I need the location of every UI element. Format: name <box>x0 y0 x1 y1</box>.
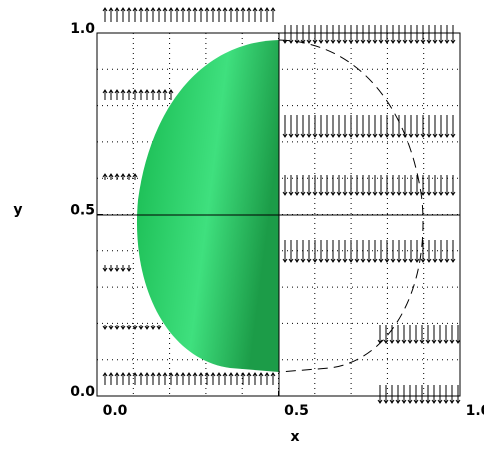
velocity-arrow <box>175 8 179 22</box>
velocity-arrow <box>253 8 257 22</box>
x-tick-label: 1.0 <box>466 403 484 419</box>
y-tick-label: 1.0 <box>70 21 95 37</box>
velocity-arrow <box>103 8 107 22</box>
velocity-arrow <box>259 8 263 22</box>
x-tick-label: 0.0 <box>103 403 128 419</box>
chart: x y 0.0 0.5 1.0 0.0 0.5 1.0 <box>0 0 484 459</box>
velocity-arrow <box>199 8 203 22</box>
velocity-arrow <box>229 8 233 22</box>
velocity-arrow <box>151 8 155 22</box>
velocity-arrow <box>235 8 239 22</box>
y-tick-label: 0.5 <box>70 203 95 219</box>
velocity-arrow <box>133 8 137 22</box>
velocity-arrow <box>193 8 197 22</box>
velocity-arrow <box>163 8 167 22</box>
velocity-arrow <box>121 8 125 22</box>
velocity-arrow <box>205 8 209 22</box>
velocity-arrow <box>139 8 143 22</box>
velocity-arrow <box>109 8 113 22</box>
velocity-arrow <box>127 8 131 22</box>
velocity-arrow <box>271 8 275 22</box>
x-tick-label: 0.5 <box>284 403 309 419</box>
velocity-arrow <box>187 8 191 22</box>
velocity-arrow <box>169 8 173 22</box>
y-tick-label: 0.0 <box>70 384 95 400</box>
velocity-arrow <box>265 8 269 22</box>
velocity-arrow <box>217 8 221 22</box>
velocity-arrow <box>241 8 245 22</box>
velocity-arrow <box>115 8 119 22</box>
velocity-arrow <box>223 8 227 22</box>
velocity-arrow <box>211 8 215 22</box>
velocity-arrow <box>157 8 161 22</box>
velocity-arrow <box>247 8 251 22</box>
x-axis-label: x <box>290 429 299 445</box>
velocity-arrow <box>145 8 149 22</box>
velocity-arrow <box>181 8 185 22</box>
y-axis-label: y <box>13 202 22 218</box>
